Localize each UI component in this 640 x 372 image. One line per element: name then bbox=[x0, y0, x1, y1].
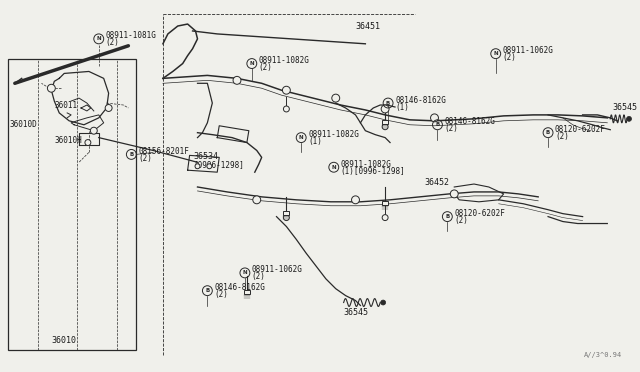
Text: (1): (1) bbox=[308, 137, 322, 146]
Circle shape bbox=[284, 215, 289, 221]
Text: (2): (2) bbox=[555, 132, 569, 141]
Circle shape bbox=[382, 215, 388, 221]
Circle shape bbox=[195, 164, 200, 169]
Bar bbox=[382, 201, 388, 205]
Text: (2): (2) bbox=[259, 63, 273, 72]
Text: (2): (2) bbox=[138, 154, 152, 163]
Text: N: N bbox=[97, 36, 101, 41]
Text: (2): (2) bbox=[252, 272, 266, 281]
Text: 08911-1082G: 08911-1082G bbox=[308, 130, 359, 139]
Text: [0996-1298]: [0996-1298] bbox=[193, 160, 244, 169]
Text: 08146-8162G: 08146-8162G bbox=[214, 283, 265, 292]
Circle shape bbox=[253, 196, 260, 204]
Text: 36534: 36534 bbox=[193, 152, 218, 161]
Text: 08146-8162G: 08146-8162G bbox=[395, 96, 446, 105]
Circle shape bbox=[381, 105, 389, 113]
Circle shape bbox=[85, 140, 91, 145]
Text: 36452: 36452 bbox=[424, 177, 450, 186]
Circle shape bbox=[47, 84, 55, 92]
Text: 36011: 36011 bbox=[54, 100, 77, 109]
Circle shape bbox=[207, 164, 212, 169]
Bar bbox=[244, 290, 250, 294]
Text: B: B bbox=[445, 214, 449, 219]
Circle shape bbox=[627, 116, 632, 121]
Bar bbox=[284, 211, 289, 215]
Text: B: B bbox=[386, 100, 390, 106]
Text: (2): (2) bbox=[444, 124, 458, 133]
Text: 36451: 36451 bbox=[355, 22, 381, 31]
Circle shape bbox=[90, 127, 97, 134]
Text: 08146-8162G: 08146-8162G bbox=[444, 117, 495, 126]
Text: N: N bbox=[250, 61, 254, 66]
Circle shape bbox=[431, 114, 438, 122]
Text: 08911-1082G: 08911-1082G bbox=[259, 56, 310, 65]
Text: N: N bbox=[493, 51, 498, 56]
Bar bbox=[8, 59, 136, 350]
Text: 36545: 36545 bbox=[344, 308, 369, 317]
Circle shape bbox=[351, 196, 360, 204]
Text: 36010: 36010 bbox=[51, 336, 76, 344]
Text: N: N bbox=[243, 270, 247, 275]
Text: 36545: 36545 bbox=[612, 103, 637, 112]
Circle shape bbox=[282, 86, 291, 94]
Circle shape bbox=[233, 76, 241, 84]
Circle shape bbox=[451, 190, 458, 198]
Text: (2): (2) bbox=[502, 53, 516, 62]
Text: 36010D: 36010D bbox=[10, 120, 38, 129]
Text: (2): (2) bbox=[214, 290, 228, 299]
Text: (1): (1) bbox=[395, 103, 409, 112]
Text: 08120-6202F: 08120-6202F bbox=[454, 209, 505, 218]
Text: 36010H: 36010H bbox=[54, 136, 82, 145]
Text: B: B bbox=[546, 130, 550, 135]
Circle shape bbox=[105, 105, 112, 112]
Text: B: B bbox=[435, 122, 440, 127]
Text: (2): (2) bbox=[454, 216, 468, 225]
Text: 08911-1062G: 08911-1062G bbox=[252, 266, 303, 275]
Text: B: B bbox=[205, 288, 209, 293]
Text: (1)[0996-1298]: (1)[0996-1298] bbox=[340, 167, 405, 176]
Circle shape bbox=[381, 300, 386, 305]
Circle shape bbox=[284, 106, 289, 112]
Circle shape bbox=[332, 94, 340, 102]
Text: (2): (2) bbox=[106, 38, 120, 47]
Text: N: N bbox=[332, 165, 336, 170]
Bar bbox=[382, 120, 388, 124]
Text: 08911-1062G: 08911-1062G bbox=[502, 46, 554, 55]
Text: N: N bbox=[299, 135, 303, 140]
Text: A//3^0.94: A//3^0.94 bbox=[584, 352, 622, 358]
Text: 08911-1081G: 08911-1081G bbox=[106, 31, 157, 41]
Text: 08156-8201F: 08156-8201F bbox=[138, 147, 189, 156]
Text: 08911-1082G: 08911-1082G bbox=[340, 160, 392, 169]
Text: 08120-6202F: 08120-6202F bbox=[555, 125, 606, 134]
Circle shape bbox=[382, 124, 388, 130]
Text: B: B bbox=[129, 152, 134, 157]
